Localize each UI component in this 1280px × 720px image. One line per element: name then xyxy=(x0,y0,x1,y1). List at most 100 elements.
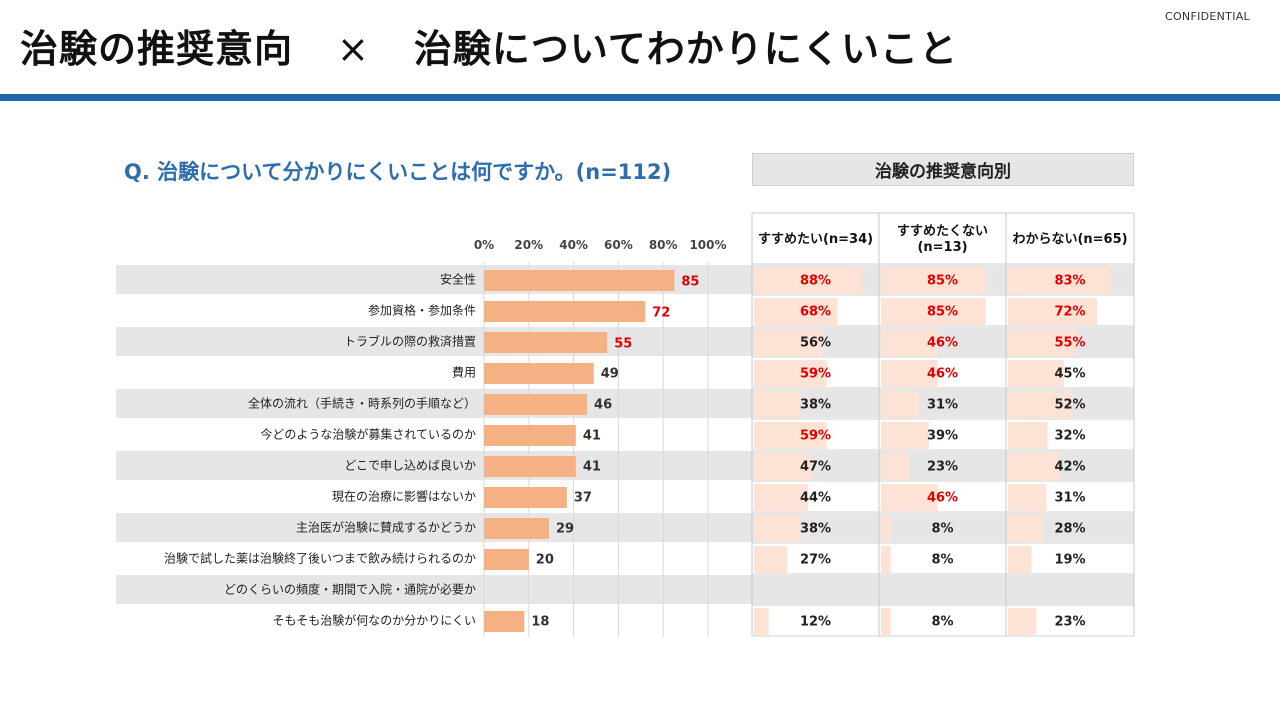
row-stripe xyxy=(116,327,1134,356)
cell-value: 45% xyxy=(1054,367,1085,382)
cell-bar xyxy=(881,391,920,418)
data-label: 29 xyxy=(556,522,574,537)
bar xyxy=(484,270,675,291)
category-label: 今どのような治験が募集されているのか xyxy=(260,427,476,442)
cell-value: 88% xyxy=(800,274,831,289)
cell-bar xyxy=(881,329,938,356)
bar xyxy=(484,487,567,508)
bar xyxy=(484,611,525,632)
chart-text: 0% 20% 40% 60% 80% 100% 安全性 85 参加資格・参加条件 72 トラブルの際… xyxy=(164,224,1128,630)
cell-bar xyxy=(881,422,929,449)
row-stripe xyxy=(116,575,1134,604)
cell-value: 59% xyxy=(800,367,831,382)
cell-value: 56% xyxy=(800,336,831,351)
cell-value: 8% xyxy=(931,522,953,537)
cell-bar xyxy=(881,453,910,480)
cell-bar xyxy=(881,298,986,325)
cell-bar xyxy=(881,360,938,387)
data-label: 72 xyxy=(652,306,670,321)
cell-value: 44% xyxy=(800,491,831,506)
category-label: 治験で試した薬は治験終了後いつまで飲み続けられるのか xyxy=(164,551,476,566)
cell-bar xyxy=(1008,608,1037,635)
breakdown-header: すすめたくない xyxy=(897,224,988,239)
category-label: 安全性 xyxy=(440,272,476,287)
row-stripe xyxy=(116,389,1134,418)
cell-value: 72% xyxy=(1054,305,1085,320)
data-label: 20 xyxy=(536,553,554,568)
cell-value: 12% xyxy=(800,615,831,630)
bar xyxy=(484,425,576,446)
cell-bar xyxy=(754,608,769,635)
x-tick-label: 100% xyxy=(689,238,726,252)
breakdown-header: わからない(n=65) xyxy=(1012,232,1127,247)
cell-bar xyxy=(1008,453,1061,480)
cell-value: 28% xyxy=(1054,522,1085,537)
cell-bar xyxy=(754,298,838,325)
cell-bar xyxy=(754,422,827,449)
cell-bar xyxy=(754,267,863,294)
category-label: 主治医が治験に賛成するかどうか xyxy=(296,520,476,535)
cell-value: 38% xyxy=(800,398,831,413)
cell-value: 32% xyxy=(1054,429,1085,444)
data-label: 18 xyxy=(531,615,549,630)
group-header: 治験の推奨意向別 xyxy=(752,153,1134,186)
data-label: 37 xyxy=(574,491,592,506)
category-label: 全体の流れ（手続き・時系列の手順など） xyxy=(248,396,476,411)
title-rule xyxy=(0,94,1280,101)
category-label: 参加資格・参加条件 xyxy=(368,303,476,318)
cell-value: 31% xyxy=(1054,491,1085,506)
bar xyxy=(484,332,608,353)
x-tick-label: 60% xyxy=(604,238,633,252)
cell-bar xyxy=(754,484,809,511)
category-label: そもそも治験が何なのか分かりにくい xyxy=(272,613,476,628)
title-right: 治験についてわかりにくいこと xyxy=(413,27,958,71)
cell-bar xyxy=(1008,422,1048,449)
category-label: どこで申し込めば良いか xyxy=(344,458,476,473)
cell-bar xyxy=(881,267,986,294)
cell-value: 83% xyxy=(1054,274,1085,289)
cell-value: 23% xyxy=(927,460,958,475)
gridlines xyxy=(483,262,709,637)
cell-bar xyxy=(1008,267,1111,294)
cell-value: 42% xyxy=(1054,460,1085,475)
cell-value: 46% xyxy=(927,367,958,382)
row-stripe xyxy=(116,451,1134,480)
data-label: 41 xyxy=(583,429,601,444)
x-tick-label: 40% xyxy=(559,238,588,252)
data-label: 55 xyxy=(614,337,632,352)
bar xyxy=(484,549,529,570)
cell-value: 8% xyxy=(931,615,953,630)
cell-bar xyxy=(754,391,801,418)
question-text: Q. 治験について分かりにくいことは何ですか。(n=112) xyxy=(124,160,672,184)
cell-value: 31% xyxy=(927,398,958,413)
cell-value: 27% xyxy=(800,553,831,568)
x-tick-label: 20% xyxy=(514,238,543,252)
row-stripe xyxy=(116,513,1134,542)
title-left: 治験の推奨意向 xyxy=(20,27,294,71)
category-label: 現在の治療に影響はないか xyxy=(332,489,476,504)
cell-bar xyxy=(754,453,812,480)
cell-bar xyxy=(1008,515,1043,542)
cell-bar xyxy=(1008,329,1077,356)
category-label: トラブルの際の救済措置 xyxy=(344,334,476,349)
title-cross: × xyxy=(337,27,370,71)
breakdown-header: すすめたい(n=34) xyxy=(758,232,873,247)
confidential-label: CONFIDENTIAL xyxy=(1164,10,1250,23)
data-label: 41 xyxy=(583,460,601,475)
cell-value: 39% xyxy=(927,429,958,444)
cell-bar xyxy=(881,484,938,511)
cell-bar xyxy=(1008,484,1047,511)
bar xyxy=(484,394,588,415)
cell-bar xyxy=(754,329,823,356)
cell-value: 47% xyxy=(800,460,831,475)
data-label: 85 xyxy=(681,275,699,290)
cell-value: 68% xyxy=(800,305,831,320)
cell-bar xyxy=(1008,360,1064,387)
bar xyxy=(484,301,646,322)
page-title: 治験の推奨意向 × 治験についてわかりにくいこと xyxy=(20,18,958,73)
cell-bar xyxy=(754,546,788,573)
cell-bar xyxy=(754,360,827,387)
cell-bar xyxy=(1008,546,1032,573)
cell-value: 52% xyxy=(1054,398,1085,413)
